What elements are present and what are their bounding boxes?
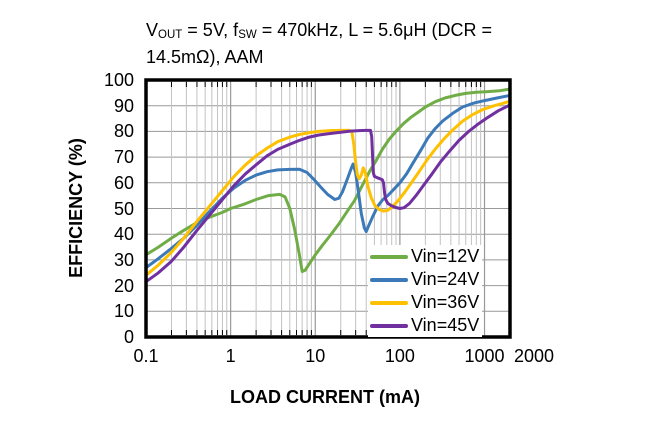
x-tick-label: 100 [384, 346, 415, 366]
legend-item-vin-12v: Vin=12V [370, 245, 479, 268]
legend-line-swatch [370, 300, 408, 305]
legend-item-vin-45v: Vin=45V [370, 314, 479, 337]
title-text: = 470kHz, L = 5.6μH (DCR = [256, 20, 493, 40]
x-tick-label: 1 [225, 346, 236, 366]
y-tick-label: 80 [113, 121, 134, 142]
legend-label: Vin=24V [411, 269, 480, 289]
x-tick-label: 1000 [464, 346, 505, 366]
legend-label: Vin=36V [411, 292, 480, 312]
y-tick-label: 100 [103, 70, 134, 90]
y-tick-label: 0 [123, 327, 134, 347]
legend-label: Vin=45V [411, 315, 480, 335]
series-line-vin-36v [144, 99, 512, 277]
legend-line-swatch [370, 254, 408, 259]
y-tick-label: 30 [113, 249, 134, 270]
series-line-vin-24v [144, 93, 512, 270]
legend: Vin=12V Vin=24V Vin=36V Vin=45V [368, 245, 483, 337]
title-text: V [146, 20, 159, 40]
series-line-vin-45v [144, 103, 512, 284]
y-tick-label: 60 [113, 172, 134, 193]
title-subscript: OUT [158, 29, 183, 41]
x-axis-title: LOAD CURRENT (mA) [230, 387, 420, 407]
title-text: = 5V, f [182, 20, 239, 40]
title-text: 14.5mΩ), AAM [146, 46, 264, 67]
y-tick-labels: 0 10 20 30 40 50 60 70 80 90 100 [88, 0, 134, 431]
legend-item-vin-36v: Vin=36V [370, 291, 479, 314]
y-tick-label: 40 [113, 224, 134, 245]
chart-title: VOUT = 5V, fSW = 470kHz, L = 5.6μH (DCR … [146, 20, 518, 68]
y-tick-label: 90 [113, 95, 134, 116]
y-tick-label: 70 [113, 147, 134, 168]
x-tick-label: 10 [305, 346, 326, 366]
x-tick-label: 0.1 [133, 346, 159, 366]
legend-line-swatch [370, 277, 408, 282]
x-tick-labels: 0.1 1 10 100 1000 2000 [0, 346, 650, 368]
y-tick-label: 20 [113, 275, 134, 296]
title-subscript: SW [238, 29, 257, 41]
legend-item-vin-24v: Vin=24V [370, 268, 479, 291]
y-tick-label: 50 [113, 198, 134, 219]
series-line-vin-12v [144, 87, 512, 273]
x-tick-label: 2000 [513, 346, 555, 366]
y-tick-label: 10 [113, 301, 134, 322]
legend-label: Vin=12V [411, 246, 480, 266]
legend-line-swatch [370, 323, 408, 328]
y-axis-title: EFFICIENCY (%) [66, 138, 86, 278]
